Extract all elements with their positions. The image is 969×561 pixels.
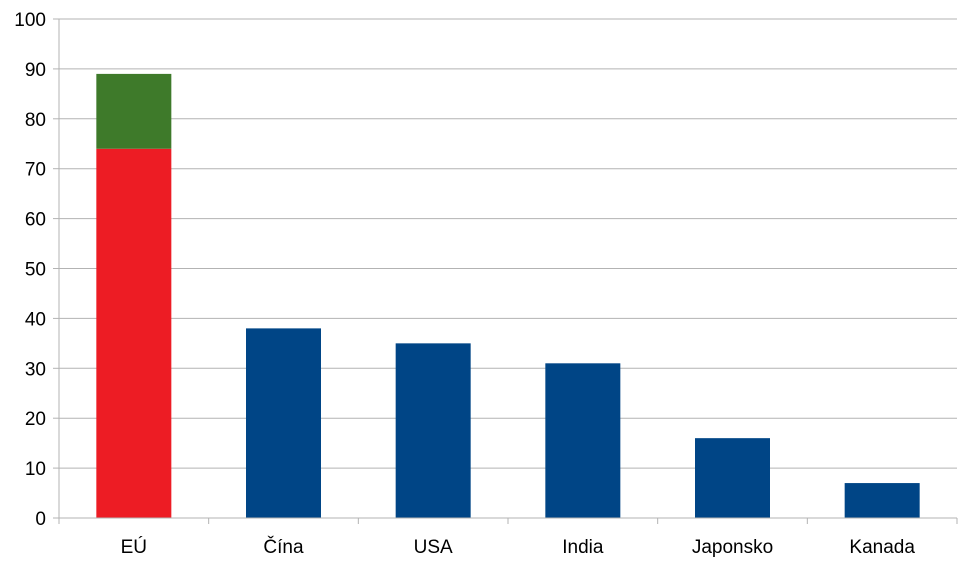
bar-stack (96, 73, 172, 149)
bar-base (96, 148, 172, 519)
y-tick-label: 80 (25, 110, 46, 131)
x-tick-label: Čína (263, 536, 304, 558)
y-tick-label: 20 (25, 409, 46, 430)
y-tick-label: 70 (25, 160, 46, 181)
x-tick-label: USA (414, 537, 453, 558)
y-tick-label: 90 (25, 60, 46, 81)
bars (96, 73, 920, 519)
y-tick-label: 40 (25, 309, 46, 330)
x-tick-label: EÚ (121, 536, 147, 558)
x-tick-label: Japonsko (692, 537, 773, 558)
y-tick-label: 50 (25, 260, 46, 281)
x-tick-labels: EÚ Čína USA India Japonsko Kanada (121, 536, 916, 558)
y-tick-label: 0 (35, 509, 46, 530)
y-tick-label: 60 (25, 210, 46, 231)
bar-base (545, 363, 621, 518)
gridlines (59, 18, 957, 519)
bar-base (246, 328, 321, 518)
y-tick-label: 10 (25, 459, 46, 480)
bar-base (395, 343, 471, 518)
x-tick-label: India (562, 537, 604, 558)
x-tick-label: Kanada (849, 537, 915, 558)
y-tick-label: 100 (14, 10, 46, 31)
bar-base (695, 438, 770, 518)
bar-base (844, 483, 920, 518)
y-tick-label: 30 (25, 359, 46, 380)
y-tick-labels: 0 10 20 30 40 50 60 70 80 90 100 (14, 10, 46, 530)
axes (53, 18, 958, 524)
